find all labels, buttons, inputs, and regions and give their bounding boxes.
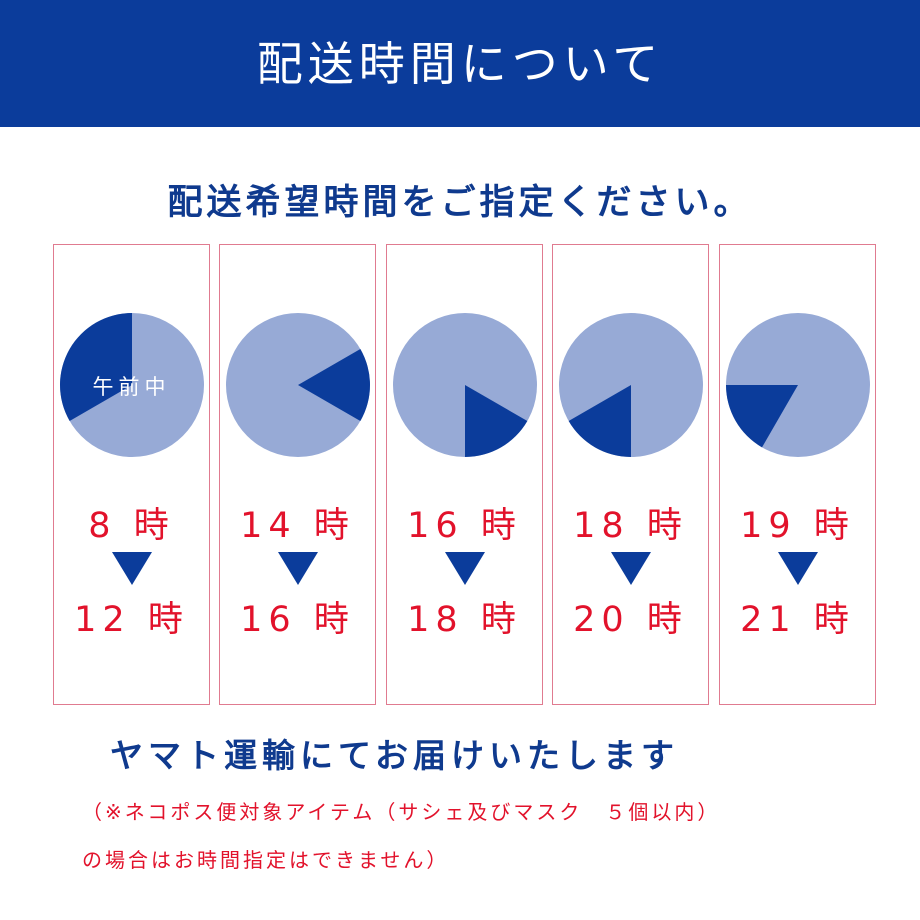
down-arrow-icon (445, 552, 485, 585)
time-range-wedge (60, 313, 132, 421)
slot-start-time: 14 時 (240, 506, 355, 546)
slot-end-time: 20 時 (573, 600, 688, 640)
time-range-wedge (298, 349, 370, 421)
slot-end-time: 16 時 (240, 600, 355, 640)
time-range-wedge (465, 385, 528, 457)
down-arrow-icon (778, 552, 818, 585)
clock-pie-icon (60, 313, 204, 457)
slot-end-time: 21 時 (740, 600, 855, 640)
clock-pie-icon (393, 313, 537, 457)
time-slot-option[interactable]: 19 時 21 時 (719, 244, 876, 705)
instruction-heading: 配送希望時間をご指定ください。 (167, 183, 753, 223)
note-line: （※ネコポス便対象アイテム（サシェ及びマスク ５個以内） (82, 800, 721, 824)
time-slot-option[interactable]: 14 時 16 時 (219, 244, 376, 705)
slot-start-time: 19 時 (740, 506, 855, 546)
down-arrow-icon (278, 552, 318, 585)
time-slot-option[interactable]: 午前中 8 時 12 時 (53, 244, 210, 705)
clock-pie-icon (726, 313, 870, 457)
slot-start-time: 8 時 (88, 506, 175, 546)
time-slot-option[interactable]: 18 時 20 時 (552, 244, 709, 705)
slot-start-time: 16 時 (407, 506, 522, 546)
clock-label: 午前中 (92, 375, 171, 399)
clock-pie-icon (559, 313, 703, 457)
time-range-wedge (726, 385, 798, 448)
slot-end-time: 12 時 (74, 600, 189, 640)
time-slot-option[interactable]: 16 時 18 時 (386, 244, 543, 705)
time-slot-list: 午前中 8 時 12 時 14 時 16 時 16 時 18 時 18 時 20… (53, 244, 878, 707)
header-banner: 配送時間について (0, 0, 920, 127)
clock-pie-icon (226, 313, 370, 457)
down-arrow-icon (611, 552, 651, 585)
time-range-wedge (568, 385, 631, 457)
page-title: 配送時間について (256, 36, 664, 91)
slot-end-time: 18 時 (407, 600, 522, 640)
slot-start-time: 18 時 (573, 506, 688, 546)
carrier-notice: ヤマト運輸にてお届けいたします (110, 736, 680, 775)
note-line: の場合はお時間指定はできません） (82, 848, 450, 872)
down-arrow-icon (112, 552, 152, 585)
